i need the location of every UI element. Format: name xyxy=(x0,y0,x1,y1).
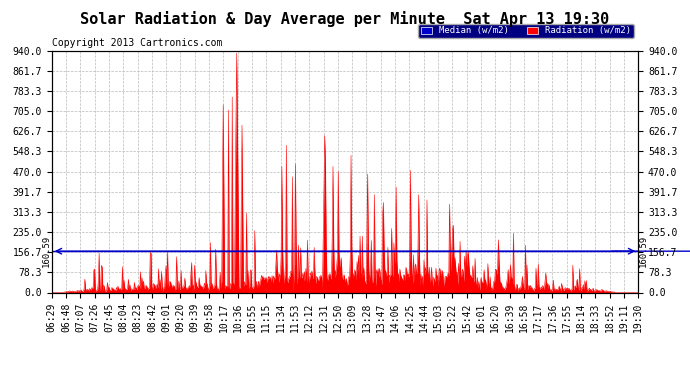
Legend: Median (w/m2), Radiation (w/m2): Median (w/m2), Radiation (w/m2) xyxy=(418,24,633,38)
Text: Solar Radiation & Day Average per Minute  Sat Apr 13 19:30: Solar Radiation & Day Average per Minute… xyxy=(80,11,610,27)
Text: 160.59: 160.59 xyxy=(42,235,51,267)
Text: Copyright 2013 Cartronics.com: Copyright 2013 Cartronics.com xyxy=(52,38,223,48)
Text: 160.59: 160.59 xyxy=(639,235,648,267)
